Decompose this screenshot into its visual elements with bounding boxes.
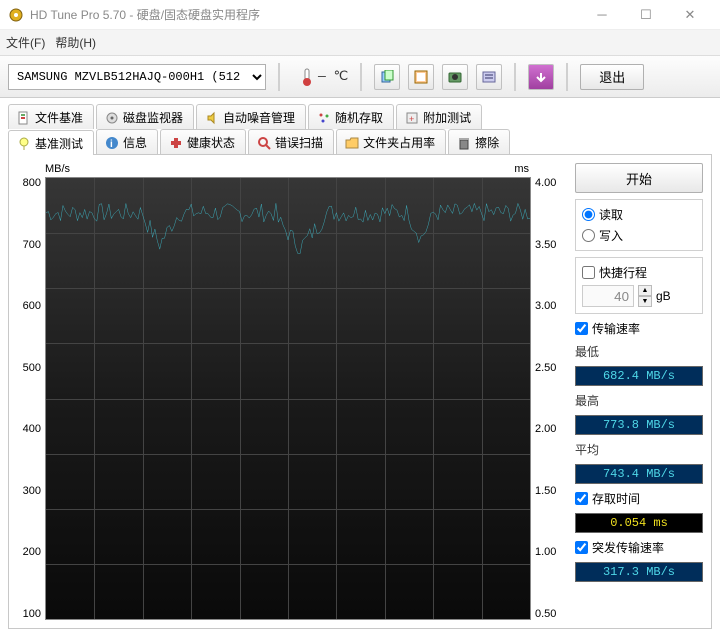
label-min: 最低: [575, 343, 703, 360]
check-burst-rate[interactable]: 突发传输速率: [575, 539, 703, 556]
tab-folder-usage[interactable]: 文件夹占用率: [336, 129, 446, 154]
chart-panel: MB/s ms 800700600500400300200100 4.003.5…: [17, 163, 567, 620]
check-shortstroke-input[interactable]: [582, 266, 595, 279]
toolbar: SAMSUNG MZVLB512HAJQ-000H1 (512 g — ℃ 退出: [0, 56, 720, 98]
chart-units: MB/s ms: [17, 163, 567, 177]
copy-info-button[interactable]: [374, 64, 400, 90]
chart-yaxis-right: 4.003.503.002.502.001.501.000.50: [531, 177, 567, 620]
radio-write-input[interactable]: [582, 229, 595, 242]
save-screenshot-button[interactable]: [442, 64, 468, 90]
spin-up[interactable]: ▲: [638, 285, 652, 296]
svg-text:+: +: [409, 114, 414, 124]
tabs-container: 文件基准 磁盘监视器 自动噪音管理 随机存取 +附加测试 基准测试 i信息 健康…: [0, 98, 720, 154]
shortstroke-spinner: ▲▼: [638, 285, 652, 307]
save-button[interactable]: [528, 64, 554, 90]
menu-help[interactable]: 帮助(H): [55, 34, 96, 51]
toolbar-separator: [514, 63, 516, 91]
window-title: HD Tune Pro 5.70 - 硬盘/固态硬盘实用程序: [30, 6, 580, 23]
exit-button[interactable]: 退出: [580, 64, 644, 90]
radio-read[interactable]: 读取: [582, 206, 696, 223]
maximize-button[interactable]: ☐: [624, 1, 668, 29]
tab-health[interactable]: 健康状态: [160, 129, 246, 154]
tab-erase[interactable]: 擦除: [448, 129, 510, 154]
value-access-time: 0.054 ms: [575, 513, 703, 533]
start-button[interactable]: 开始: [575, 163, 703, 193]
label-max: 最高: [575, 392, 703, 409]
shortstroke-group: 快捷行程 ▲▼ gB: [575, 257, 703, 314]
menu-bar: 文件(F) 帮助(H): [0, 30, 720, 56]
thermometer-icon: [300, 67, 314, 87]
tab-disk-monitor[interactable]: 磁盘监视器: [96, 104, 194, 129]
chart-yaxis-left: 800700600500400300200100: [17, 177, 45, 620]
tab-info[interactable]: i信息: [96, 129, 158, 154]
shortstroke-unit: gB: [656, 289, 671, 303]
value-min: 682.4 MB/s: [575, 366, 703, 386]
mode-group: 读取 写入: [575, 199, 703, 251]
menu-file[interactable]: 文件(F): [6, 34, 45, 51]
check-burst-rate-input[interactable]: [575, 541, 588, 554]
close-button[interactable]: ✕: [668, 1, 712, 29]
app-icon: [8, 7, 24, 23]
radio-write[interactable]: 写入: [582, 227, 696, 244]
tab-file-benchmark[interactable]: 文件基准: [8, 104, 94, 129]
settings-button[interactable]: [476, 64, 502, 90]
shortstroke-size-input: [582, 285, 634, 307]
controls-panel: 开始 读取 写入 快捷行程 ▲▼ gB 传输速率 最低 682.4 MB/s 最…: [575, 163, 703, 620]
value-avg: 743.4 MB/s: [575, 464, 703, 484]
check-access-time[interactable]: 存取时间: [575, 490, 703, 507]
value-burst-rate: 317.3 MB/s: [575, 562, 703, 582]
value-max: 773.8 MB/s: [575, 415, 703, 435]
tab-benchmark[interactable]: 基准测试: [8, 130, 94, 155]
tab-random-access[interactable]: 随机存取: [308, 104, 394, 129]
check-shortstroke[interactable]: 快捷行程: [582, 264, 696, 281]
toolbar-separator: [566, 63, 568, 91]
chart-area: [45, 177, 531, 620]
check-transfer-rate-input[interactable]: [575, 322, 588, 335]
svg-text:i: i: [110, 139, 113, 150]
toolbar-separator: [360, 63, 362, 91]
tab-row-2: 基准测试 i信息 健康状态 错误扫描 文件夹占用率 擦除: [8, 129, 712, 154]
tab-error-scan[interactable]: 错误扫描: [248, 129, 334, 154]
tab-extra-tests[interactable]: +附加测试: [396, 104, 482, 129]
transfer-rate-line: [46, 178, 530, 619]
check-transfer-rate[interactable]: 传输速率: [575, 320, 703, 337]
device-select[interactable]: SAMSUNG MZVLB512HAJQ-000H1 (512 g: [8, 64, 266, 90]
label-avg: 平均: [575, 441, 703, 458]
check-access-time-input[interactable]: [575, 492, 588, 505]
spin-down[interactable]: ▼: [638, 296, 652, 307]
tab-aam[interactable]: 自动噪音管理: [196, 104, 306, 129]
window-titlebar: HD Tune Pro 5.70 - 硬盘/固态硬盘实用程序 ─ ☐ ✕: [0, 0, 720, 30]
tab-content: MB/s ms 800700600500400300200100 4.003.5…: [8, 154, 712, 629]
temperature-display: — ℃: [300, 67, 348, 87]
tab-row-1: 文件基准 磁盘监视器 自动噪音管理 随机存取 +附加测试: [8, 104, 712, 129]
minimize-button[interactable]: ─: [580, 1, 624, 29]
radio-read-input[interactable]: [582, 208, 595, 221]
toolbar-separator: [278, 63, 280, 91]
copy-screenshot-button[interactable]: [408, 64, 434, 90]
